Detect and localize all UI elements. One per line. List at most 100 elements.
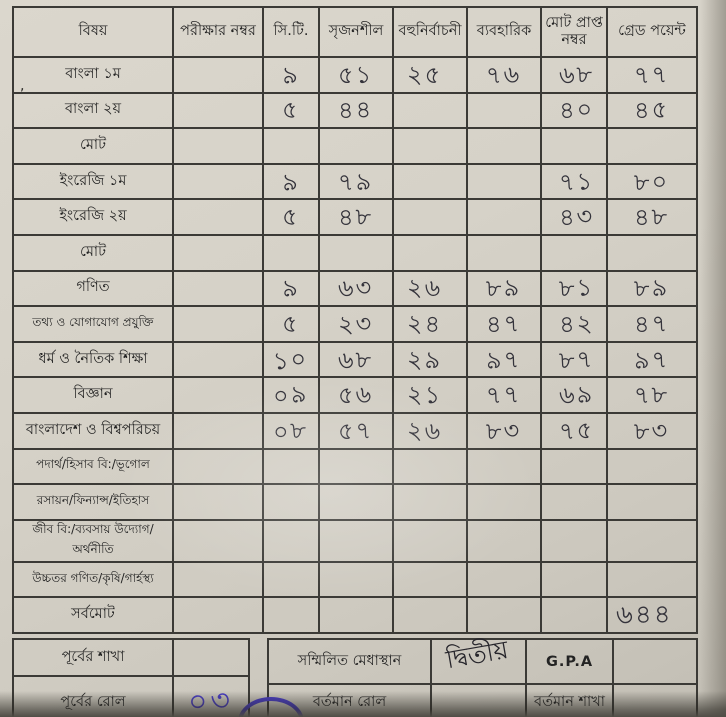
cell-mcq bbox=[392, 127, 468, 165]
cell-practical: ৪৭ bbox=[466, 305, 542, 343]
cell-mcq bbox=[392, 596, 468, 634]
cell-creative: ৪৪ bbox=[318, 91, 394, 130]
cell-practical: ৮৯ bbox=[466, 269, 542, 308]
cell-exam bbox=[172, 56, 264, 94]
cell-total bbox=[540, 596, 608, 634]
cell-total bbox=[540, 447, 608, 486]
cell-creative: ২৩ bbox=[318, 305, 394, 343]
cell-exam bbox=[172, 518, 264, 563]
stray-pen-mark: , bbox=[20, 78, 25, 94]
row-bangla-1st: বাংলা ১ম ৯ ৫১ ২৫ ৭৬ ৬৮ ৭৭ bbox=[12, 56, 698, 94]
cell-mcq bbox=[392, 560, 468, 599]
cell-grade bbox=[606, 560, 698, 599]
cell-creative: ৬৮ bbox=[318, 340, 394, 379]
cell-total: ৭৫ bbox=[540, 411, 608, 450]
row-subtotal-bangla: মোট bbox=[12, 127, 698, 165]
cell-practical bbox=[466, 127, 542, 165]
header-row: বিষয় পরীক্ষার নম্বর সি.টি. সৃজনশীল বহুন… bbox=[12, 6, 698, 58]
cell-ct bbox=[262, 233, 320, 272]
cell-creative: ৫৭ bbox=[318, 411, 394, 450]
cell-grade: ৮৯ bbox=[606, 269, 698, 308]
cell-grade: ৪৫ bbox=[606, 91, 698, 130]
cell-exam bbox=[172, 560, 264, 599]
row-higher-math-agriculture-home: উচ্চতর গণিত/কৃষি/গার্হস্থ্য bbox=[12, 560, 698, 599]
gpa-value bbox=[612, 638, 698, 685]
cell-creative: ৫৬ bbox=[318, 376, 394, 414]
cell-total bbox=[540, 560, 608, 599]
row-chemistry-finance-history: রসায়ন/ফিন্যান্স/ইতিহাস bbox=[12, 483, 698, 521]
cell-exam bbox=[172, 127, 264, 165]
cell-exam bbox=[172, 162, 264, 201]
cell-practical bbox=[466, 483, 542, 521]
merit-gpa-row: সম্মিলিত মেধাস্থান দ্বিতীয় G.P.A bbox=[267, 635, 698, 685]
cell-grade bbox=[606, 233, 698, 272]
cell-ct: ৫ bbox=[262, 91, 320, 130]
cell-total: ৮১ bbox=[540, 269, 608, 308]
cell-mcq: ২৫ bbox=[392, 56, 468, 94]
cell-ct: ৯ bbox=[262, 56, 320, 94]
row-physics-accounting-geography: পদার্থ/হিসাব বি:/ভূগোল bbox=[12, 447, 698, 486]
marks-table: বিষয় পরীক্ষার নম্বর সি.টি. সৃজনশীল বহুন… bbox=[12, 6, 698, 634]
cell-creative: ৭৯ bbox=[318, 162, 394, 201]
cell-creative bbox=[318, 233, 394, 272]
subject-label: রসায়ন/ফিন্যান্স/ইতিহাস bbox=[12, 483, 174, 521]
paper-edge-shadow-right bbox=[700, 0, 726, 717]
cell-mcq: ২৪ bbox=[392, 305, 468, 343]
cell-exam bbox=[172, 269, 264, 308]
row-biology-business-economics: জীব বি:/ব্যবসায় উদ্যোগ/অর্থনীতি bbox=[12, 518, 698, 563]
col-header-exam-number: পরীক্ষার নম্বর bbox=[172, 6, 264, 58]
cell-total: ৪০ bbox=[540, 91, 608, 130]
cell-practical bbox=[466, 447, 542, 486]
cell-exam bbox=[172, 305, 264, 343]
row-subtotal-english: মোট bbox=[12, 233, 698, 272]
cell-grade: ৯৭ bbox=[606, 340, 698, 379]
cell-mcq bbox=[392, 447, 468, 486]
row-bgs: বাংলাদেশ ও বিশ্বপরিচয় ০৮ ৫৭ ২৬ ৮৩ ৭৫ ৮৩ bbox=[12, 411, 698, 450]
cell-practical: ৯৭ bbox=[466, 340, 542, 379]
subject-label: ইংরেজি ১ম bbox=[12, 162, 174, 201]
cell-ct: ৫ bbox=[262, 305, 320, 343]
cell-ct: ৯ bbox=[262, 162, 320, 201]
cell-mcq bbox=[392, 233, 468, 272]
row-grand-total: সর্বমোট ৬৪৪ bbox=[12, 596, 698, 634]
cell-total: ৪২ bbox=[540, 305, 608, 343]
row-english-2nd: ইংরেজি ২য় ৫ ৪৮ ৪৩ ৪৮ bbox=[12, 198, 698, 236]
cell-grand-total-value: ৬৪৪ bbox=[606, 596, 698, 634]
cell-mcq: ২৬ bbox=[392, 411, 468, 450]
col-header-subject: বিষয় bbox=[12, 6, 174, 58]
cell-grade bbox=[606, 483, 698, 521]
col-header-creative: সৃজনশীল bbox=[318, 6, 394, 58]
cell-exam bbox=[172, 91, 264, 130]
col-header-total-marks: মোট প্রাপ্ত নম্বর bbox=[540, 6, 608, 58]
subject-label: সর্বমোট bbox=[12, 596, 174, 634]
cell-exam bbox=[172, 340, 264, 379]
cell-ct: ৫ bbox=[262, 198, 320, 236]
cell-mcq: ২১ bbox=[392, 376, 468, 414]
cell-total: ৬৯ bbox=[540, 376, 608, 414]
cell-mcq bbox=[392, 198, 468, 236]
cell-total: ৬৮ bbox=[540, 56, 608, 94]
cell-creative: ৬৩ bbox=[318, 269, 394, 308]
merit-label: সম্মিলিত মেধাস্থান bbox=[267, 638, 432, 685]
cell-grade bbox=[606, 447, 698, 486]
cell-ct bbox=[262, 127, 320, 165]
cell-mcq bbox=[392, 162, 468, 201]
cell-practical bbox=[466, 91, 542, 130]
cell-ct bbox=[262, 560, 320, 599]
cell-creative bbox=[318, 127, 394, 165]
prev-section-label: পূর্বের শাখা bbox=[12, 638, 174, 677]
col-header-ct: সি.টি. bbox=[262, 6, 320, 58]
cell-mcq bbox=[392, 518, 468, 563]
cell-mcq bbox=[392, 483, 468, 521]
cell-ct: ০৮ bbox=[262, 411, 320, 450]
cell-mcq bbox=[392, 91, 468, 130]
cell-total bbox=[540, 518, 608, 563]
cell-exam bbox=[172, 596, 264, 634]
subject-label: জীব বি:/ব্যবসায় উদ্যোগ/অর্থনীতি bbox=[12, 518, 174, 563]
paper-edge-shadow-bottom bbox=[0, 691, 726, 717]
cell-grade: ৮০ bbox=[606, 162, 698, 201]
cell-practical bbox=[466, 518, 542, 563]
cell-practical: ৭৭ bbox=[466, 376, 542, 414]
cell-ct bbox=[262, 518, 320, 563]
